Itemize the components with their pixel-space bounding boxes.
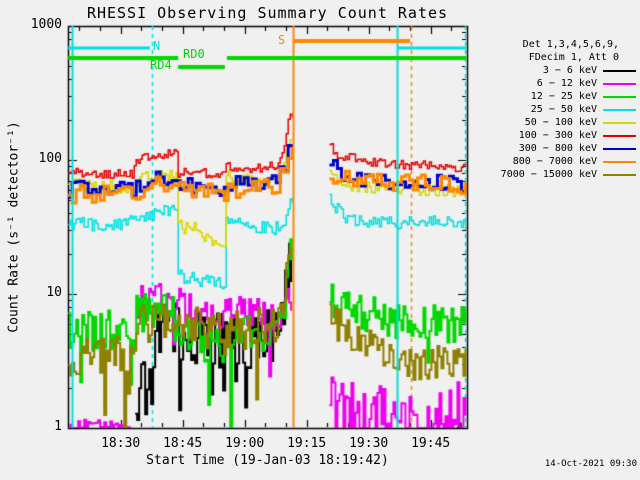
legend-swatch-black bbox=[603, 69, 636, 72]
legend-swatch-orange bbox=[603, 160, 636, 163]
legend-item: 50 − 100 keV bbox=[501, 116, 636, 129]
legend-swatch-cyan bbox=[603, 108, 636, 111]
timestamp: 14-Oct-2021 09:30 bbox=[544, 459, 637, 469]
legend-item: 6 − 12 keV bbox=[501, 77, 636, 90]
x-tick-label: 19:15 bbox=[287, 436, 327, 451]
legend-item-label: 100 − 300 keV bbox=[518, 130, 597, 141]
legend-swatch-yellow bbox=[603, 121, 636, 124]
y-tick-label: 100 bbox=[38, 151, 62, 166]
flag-label-rd0: RD0 bbox=[183, 47, 205, 61]
legend-item: 100 − 300 keV bbox=[501, 129, 636, 142]
legend-item-label: 25 − 50 keV bbox=[530, 104, 597, 115]
y-tick-label: 1 bbox=[54, 419, 62, 434]
x-tick-label: 19:00 bbox=[225, 436, 265, 451]
y-tick-label: 1000 bbox=[30, 17, 62, 32]
legend-swatch-red bbox=[603, 134, 636, 137]
x-tick-label: 18:45 bbox=[163, 436, 203, 451]
flag-label-n: N bbox=[153, 39, 161, 53]
legend-item-label: 300 − 800 keV bbox=[518, 143, 597, 154]
legend-item-label: 7000 − 15000 keV bbox=[500, 169, 597, 180]
x-tick-label: 19:30 bbox=[349, 436, 389, 451]
legend-item: 3 − 6 keV bbox=[501, 64, 636, 77]
legend-decimation-line: FDecim 1, Att 0 bbox=[528, 52, 619, 63]
legend-item: 12 − 25 keV bbox=[501, 90, 636, 103]
legend-swatch-magenta bbox=[603, 82, 636, 85]
legend-item-label: 12 − 25 keV bbox=[530, 91, 597, 102]
legend-swatch-green bbox=[603, 95, 636, 98]
legend-item-label: 3 − 6 keV bbox=[542, 65, 597, 76]
flag-label-rd4: RD4 bbox=[150, 58, 172, 72]
legend-item: 300 − 800 keV bbox=[501, 142, 636, 155]
chart-title: RHESSI Observing Summary Count Rates bbox=[86, 4, 449, 22]
flag-label-s: S bbox=[278, 33, 286, 47]
legend-item-label: 800 − 7000 keV bbox=[512, 156, 597, 167]
legend-item: 7000 − 15000 keV bbox=[501, 168, 636, 181]
legend: Det 1,3,4,5,6,9, FDecim 1, Att 0 3 − 6 k… bbox=[501, 38, 636, 181]
x-tick-label: 19:45 bbox=[411, 436, 451, 451]
legend-item-label: 6 − 12 keV bbox=[536, 78, 597, 89]
legend-item: 25 − 50 keV bbox=[501, 103, 636, 116]
x-axis-label: Start Time (19-Jan-03 18:19:42) bbox=[146, 453, 389, 468]
y-tick-label: 10 bbox=[46, 285, 62, 300]
legend-detectors-line: Det 1,3,4,5,6,9, bbox=[522, 39, 619, 50]
legend-swatch-olive bbox=[603, 173, 636, 176]
x-tick-label: 18:30 bbox=[101, 436, 141, 451]
legend-swatch-blue bbox=[603, 147, 636, 150]
legend-item-label: 50 − 100 keV bbox=[524, 117, 597, 128]
legend-item: 800 − 7000 keV bbox=[501, 155, 636, 168]
